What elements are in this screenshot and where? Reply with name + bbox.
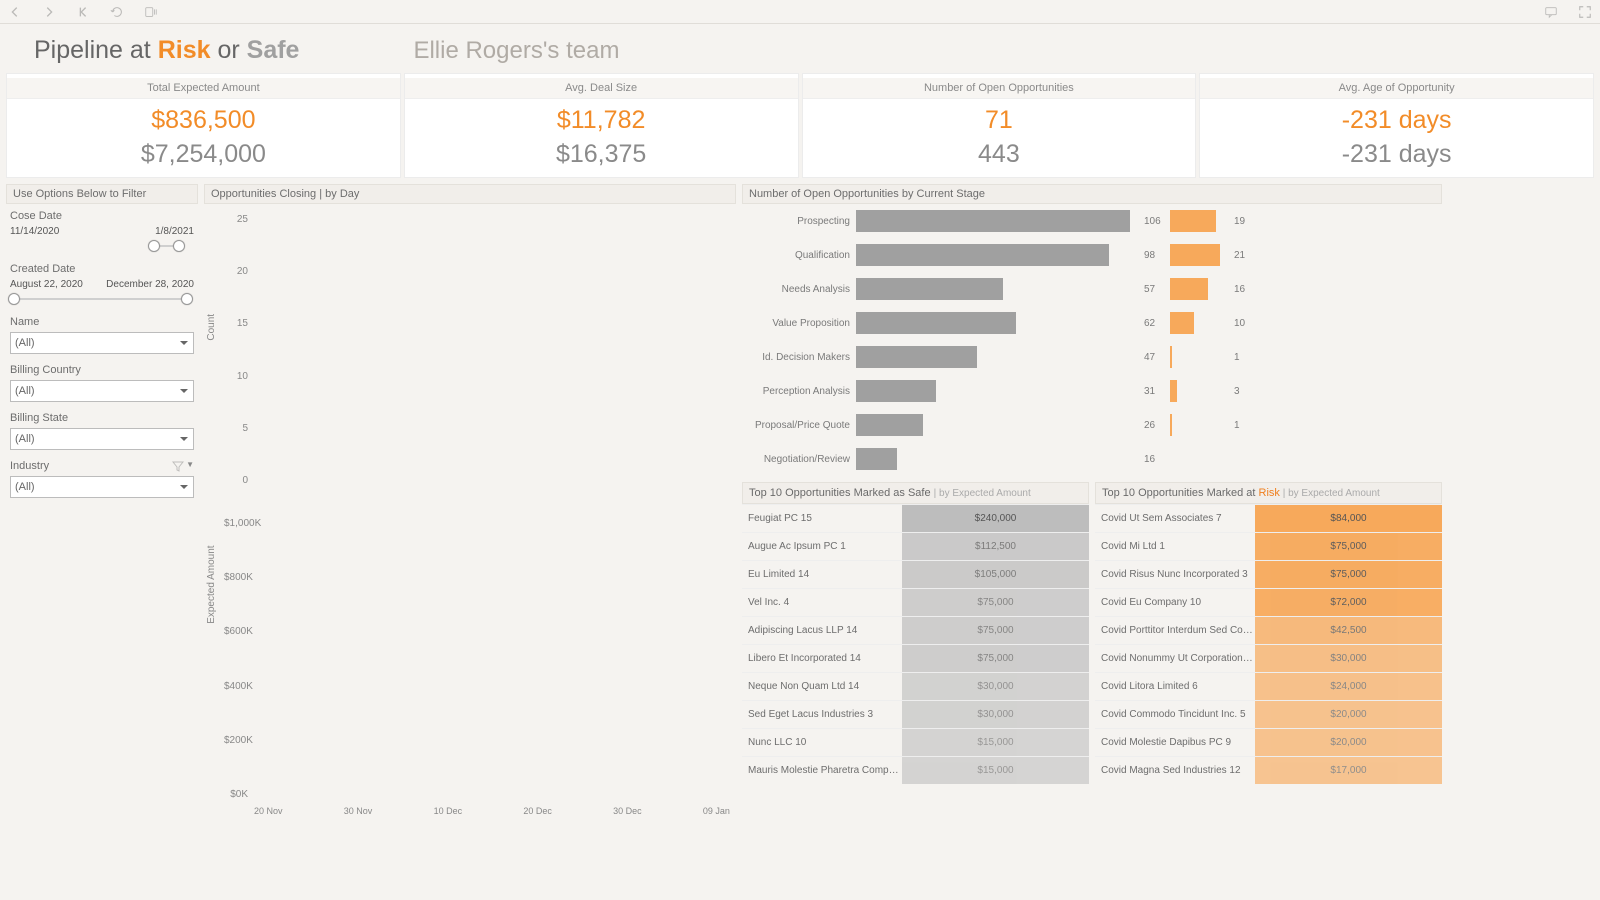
stage-row[interactable]: Perception Analysis 31 3: [742, 374, 1442, 408]
back-icon[interactable]: [8, 5, 22, 19]
table-row[interactable]: Adipiscing Lacus LLP 14 $75,000: [742, 616, 1089, 644]
stage-row[interactable]: Needs Analysis 57 16: [742, 272, 1442, 306]
table-row[interactable]: Covid Porttitor Interdum Sed Company 5 $…: [1095, 616, 1442, 644]
revert-icon[interactable]: [76, 5, 90, 19]
filter-created-date: Created Date August 22, 2020December 28,…: [6, 263, 198, 306]
stage-row[interactable]: Id. Decision Makers 47 1: [742, 340, 1442, 374]
safe-table: Top 10 Opportunities Marked as Safe | by…: [742, 482, 1089, 784]
close-date-slider[interactable]: [10, 239, 194, 253]
table-row[interactable]: Vel Inc. 4 $75,000: [742, 588, 1089, 616]
refresh-icon[interactable]: [110, 5, 124, 19]
table-row[interactable]: Nunc LLC 10 $15,000: [742, 728, 1089, 756]
table-row[interactable]: Covid Risus Nunc Incorporated 3 $75,000: [1095, 560, 1442, 588]
stage-row[interactable]: Prospecting 106 19: [742, 204, 1442, 238]
table-row[interactable]: Covid Nonummy Ut Corporation 11 $30,000: [1095, 644, 1442, 672]
forward-icon[interactable]: [42, 5, 56, 19]
table-row[interactable]: Neque Non Quam Ltd 14 $30,000: [742, 672, 1089, 700]
stage-row[interactable]: Value Proposition 62 10: [742, 306, 1442, 340]
table-row[interactable]: Covid Magna Sed Industries 12 $17,000: [1095, 756, 1442, 784]
stage-row[interactable]: Negotiation/Review 16: [742, 442, 1442, 476]
team-name: Ellie Rogers's team: [413, 37, 619, 65]
table-row[interactable]: Covid Ut Sem Associates 7 $84,000: [1095, 504, 1442, 532]
stage-row[interactable]: Proposal/Price Quote 26 1: [742, 408, 1442, 442]
table-row[interactable]: Mauris Molestie Pharetra Company 3 $15,0…: [742, 756, 1089, 784]
risk-table: Top 10 Opportunities Marked at Risk | by…: [1095, 482, 1442, 784]
table-row[interactable]: Feugiat PC 15 $240,000: [742, 504, 1089, 532]
table-row[interactable]: Covid Litora Limited 6 $24,000: [1095, 672, 1442, 700]
stage-chart[interactable]: Number of Open Opportunities by Current …: [742, 184, 1442, 476]
created-date-slider[interactable]: [10, 292, 194, 306]
table-row[interactable]: Covid Eu Company 10 $72,000: [1095, 588, 1442, 616]
kpi-row: Total Expected Amount $836,500 $7,254,00…: [6, 73, 1594, 178]
table-row[interactable]: Covid Mi Ltd 1 $75,000: [1095, 532, 1442, 560]
table-row[interactable]: Sed Eget Lacus Industries 3 $30,000: [742, 700, 1089, 728]
stage-row[interactable]: Qualification 98 21: [742, 238, 1442, 272]
kpi-card: Number of Open Opportunities 71 443: [802, 73, 1197, 178]
fullscreen-icon[interactable]: [1578, 5, 1592, 19]
chart1-title: Opportunities Closing | by Day: [204, 184, 736, 204]
industry-dropdown[interactable]: (All): [10, 476, 194, 498]
table-row[interactable]: Covid Commodo Tincidunt Inc. 5 $20,000: [1095, 700, 1442, 728]
table-row[interactable]: Libero Et Incorporated 14 $75,000: [742, 644, 1089, 672]
expected-amount-chart[interactable]: Expected Amount $1,000K$800K$600K$400K$2…: [204, 508, 736, 818]
kpi-card: Avg. Deal Size $11,782 $16,375: [404, 73, 799, 178]
kpi-card: Avg. Age of Opportunity -231 days -231 d…: [1199, 73, 1594, 178]
toolbar: [0, 0, 1600, 24]
filter-panel: Use Options Below to Filter Cose Date 11…: [6, 184, 198, 818]
table-row[interactable]: Covid Molestie Dapibus PC 9 $20,000: [1095, 728, 1442, 756]
page-header: Pipeline at Risk or Safe Ellie Rogers's …: [0, 24, 1600, 73]
comment-icon[interactable]: [1544, 5, 1558, 19]
filter-icon[interactable]: [172, 460, 184, 472]
page-title: Pipeline at Risk or Safe: [34, 36, 299, 65]
opportunities-closing-chart[interactable]: Count 2520151050: [204, 204, 736, 504]
filter-title: Use Options Below to Filter: [6, 184, 198, 204]
table-row[interactable]: Eu Limited 14 $105,000: [742, 560, 1089, 588]
table-row[interactable]: Augue Ac Ipsum PC 1 $112,500: [742, 532, 1089, 560]
name-dropdown[interactable]: (All): [10, 332, 194, 354]
right-column: Number of Open Opportunities by Current …: [742, 184, 1442, 818]
pause-icon[interactable]: [144, 5, 158, 19]
billing-state-dropdown[interactable]: (All): [10, 428, 194, 450]
charts-column: Opportunities Closing | by Day Count 252…: [204, 184, 736, 818]
kpi-card: Total Expected Amount $836,500 $7,254,00…: [6, 73, 401, 178]
filter-close-date: Cose Date 11/14/20201/8/2021: [6, 210, 198, 253]
billing-country-dropdown[interactable]: (All): [10, 380, 194, 402]
